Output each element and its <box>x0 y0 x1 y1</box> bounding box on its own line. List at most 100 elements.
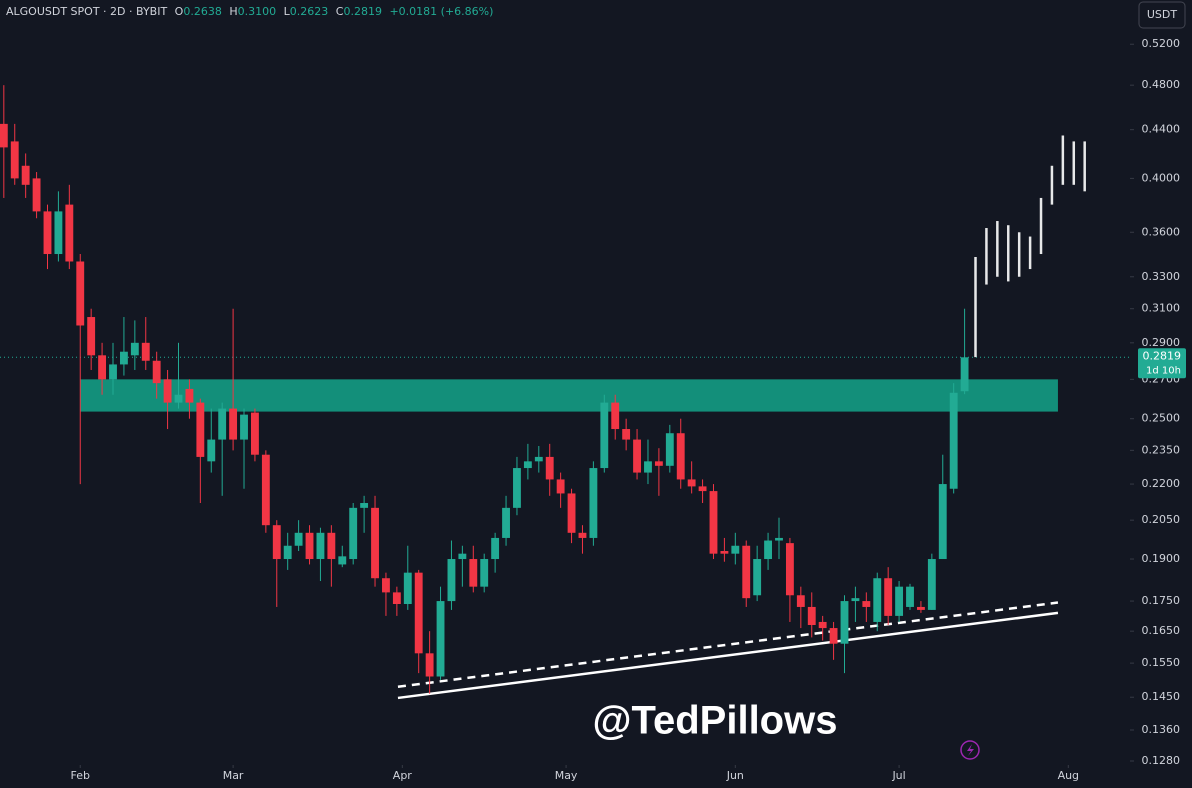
open-value: 0.2638 <box>183 5 222 18</box>
candle-body <box>556 479 565 494</box>
y-tick-label: 0.1550 <box>1142 656 1181 669</box>
candle-body <box>654 461 663 466</box>
candle-body <box>119 351 128 365</box>
candle-body <box>436 601 445 677</box>
candle-body <box>65 204 74 262</box>
candle-body <box>196 402 205 457</box>
candle-body <box>840 601 849 644</box>
y-tick-label: 0.2350 <box>1142 443 1181 456</box>
candle-body <box>141 342 150 361</box>
candle-body <box>775 537 783 541</box>
candle-body <box>862 601 871 607</box>
high-value: 0.3100 <box>238 5 277 18</box>
low-value: 0.2623 <box>290 5 329 18</box>
y-tick-label: 0.3300 <box>1142 270 1181 283</box>
candle-body <box>294 532 303 546</box>
candle-body <box>43 211 52 255</box>
candle-body <box>622 429 631 440</box>
y-tick-label: 0.2200 <box>1142 477 1181 490</box>
candle-body <box>829 628 838 644</box>
candle-body <box>491 537 500 560</box>
candle-body <box>360 503 369 508</box>
candle-body <box>403 572 412 605</box>
y-tick-label: 0.4000 <box>1142 171 1181 184</box>
x-tick-label: Jun <box>726 769 744 782</box>
candle-body <box>709 491 718 554</box>
candle-body <box>163 379 172 403</box>
candle-body <box>916 606 925 610</box>
candle-body <box>742 545 751 599</box>
candle-body <box>502 507 510 538</box>
x-tick-label: Aug <box>1058 769 1079 782</box>
candle-body <box>731 545 740 554</box>
candle-body <box>927 559 936 610</box>
candle-body <box>382 578 390 593</box>
candle-body <box>229 408 238 440</box>
y-tick-label: 0.1650 <box>1142 624 1181 637</box>
candle-body <box>338 556 347 565</box>
trendline <box>397 611 1059 700</box>
change: +0.0181 (+6.86%) <box>389 5 493 18</box>
candle-body <box>611 402 620 430</box>
candle-body <box>807 606 816 626</box>
candle-body <box>567 493 576 533</box>
candle-body <box>764 540 773 560</box>
candle-body <box>349 507 358 560</box>
candle-body <box>392 592 401 605</box>
candle-body <box>960 357 969 392</box>
x-tick-label: May <box>555 769 578 782</box>
candle-body <box>21 165 30 185</box>
y-tick-label: 0.1280 <box>1142 754 1181 767</box>
candle-body <box>316 532 325 560</box>
candle-body <box>174 394 183 403</box>
candle-body <box>32 178 41 212</box>
candle-body <box>851 598 860 602</box>
candle-body <box>687 479 696 487</box>
candle-body <box>600 402 609 469</box>
countdown-label: 1d 10h <box>1146 365 1181 376</box>
lightning-icon[interactable] <box>960 740 980 760</box>
candle-body <box>0 123 8 148</box>
low-key: L <box>284 5 291 18</box>
candle-body <box>130 342 139 356</box>
x-tick-label: Apr <box>393 769 413 782</box>
candle-body <box>633 439 641 473</box>
candle-body <box>10 141 19 179</box>
candle-body <box>109 364 117 380</box>
symbol-legend: ALGOUSDT SPOT · 2D · BYBIT O0.2638 H0.31… <box>6 5 493 18</box>
candle-body <box>261 454 270 526</box>
candle-body <box>469 559 478 587</box>
close-value: 0.2819 <box>343 5 382 18</box>
y-tick-label: 0.1750 <box>1142 594 1181 607</box>
y-tick-label: 0.3600 <box>1142 225 1181 238</box>
candle-body <box>425 653 434 677</box>
x-tick-label: Mar <box>223 769 244 782</box>
candle-body <box>818 621 827 629</box>
candle-body <box>76 261 85 326</box>
candle-body <box>54 211 63 255</box>
candle-body <box>98 355 107 380</box>
symbol: ALGOUSDT SPOT · 2D · BYBIT <box>6 5 167 18</box>
candle-body <box>895 586 904 616</box>
candle-body <box>251 412 259 455</box>
candle-body <box>87 317 96 356</box>
candle-body <box>371 507 379 579</box>
candle-body <box>447 559 456 602</box>
y-tick-label: 0.2050 <box>1142 513 1181 526</box>
currency-button[interactable] <box>1138 1 1186 29</box>
y-tick-label: 0.1900 <box>1142 552 1181 565</box>
candle-body <box>884 578 893 616</box>
candle-body <box>938 484 947 560</box>
y-tick-label: 0.4400 <box>1142 123 1181 136</box>
x-tick-label: Feb <box>71 769 90 782</box>
candle-body <box>785 543 794 596</box>
candle-body <box>513 468 521 508</box>
candle-body <box>480 559 489 587</box>
candle-body <box>152 360 161 384</box>
last-price-badge <box>1138 348 1186 379</box>
candle-body <box>578 532 587 538</box>
last-price-label: 0.2819 <box>1143 349 1182 362</box>
y-tick-label: 0.3100 <box>1142 302 1181 315</box>
